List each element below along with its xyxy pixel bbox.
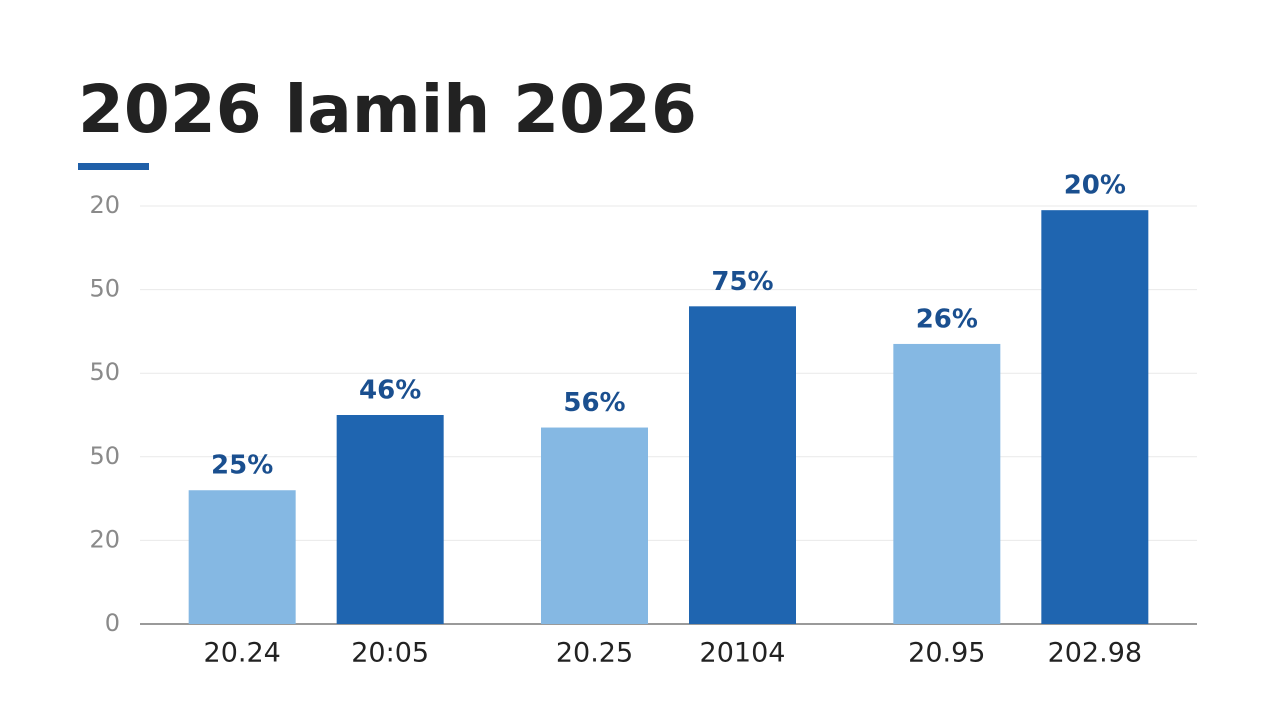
bar-label: 20% [1064, 171, 1126, 201]
y-tick-label: 20 [89, 525, 120, 553]
bar-label: 26% [916, 304, 978, 334]
y-tick-label: 20 [89, 191, 120, 219]
y-tick-label: 50 [89, 358, 120, 386]
x-tick-label: 202.98 [1048, 638, 1142, 669]
bar-label: 56% [563, 388, 625, 418]
bar-label: 25% [211, 451, 273, 481]
y-tick-label: 50 [89, 275, 120, 303]
bar [188, 490, 296, 624]
x-tick-label: 20104 [700, 638, 786, 669]
x-tick-label: 20.24 [204, 638, 281, 669]
bar [689, 306, 796, 624]
bar [1041, 210, 1149, 624]
y-tick-label: 50 [89, 442, 120, 470]
bar [541, 427, 648, 624]
chart-title: 2026 lamih 2026 [78, 71, 697, 148]
bar-label: 75% [711, 267, 773, 297]
x-tick-label: 20.95 [908, 638, 985, 669]
bar-label: 46% [359, 376, 421, 406]
bar [336, 415, 444, 624]
y-tick-label: 0 [105, 609, 120, 637]
title-accent [78, 163, 149, 170]
bar [893, 343, 1001, 624]
x-tick-label: 20.25 [556, 638, 633, 669]
x-tick-label: 20:05 [351, 638, 429, 669]
